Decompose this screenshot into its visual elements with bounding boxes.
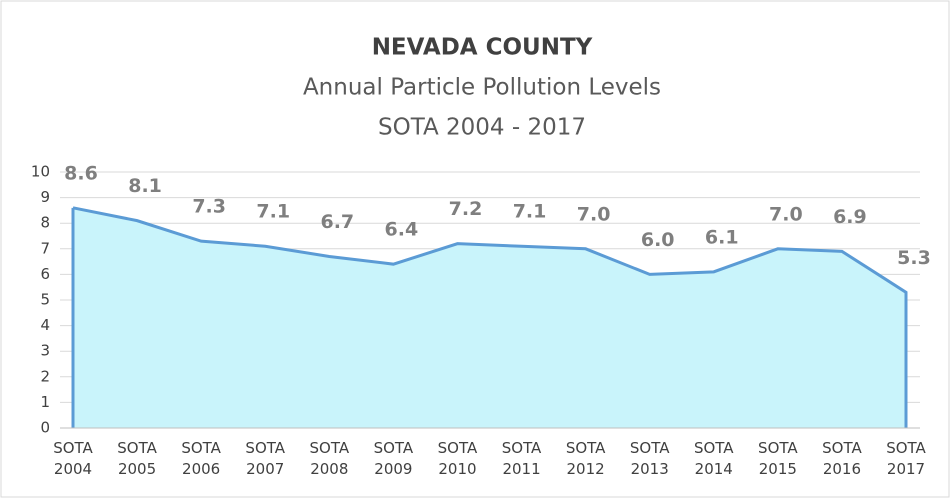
- data-label: 6.7: [320, 211, 354, 233]
- data-label: 6.1: [705, 226, 739, 248]
- x-tick-label: SOTA 2008: [309, 439, 350, 478]
- data-label: 7.1: [256, 201, 290, 223]
- x-tick-label: SOTA 2017: [886, 439, 926, 478]
- y-tick-label: 10: [31, 163, 50, 181]
- x-tick-label: SOTA 2010: [437, 439, 478, 478]
- data-label: 7.2: [449, 198, 483, 220]
- area-line: [72, 206, 908, 428]
- data-label: 7.0: [577, 203, 611, 225]
- x-tick-label: SOTA 2006: [181, 439, 221, 478]
- x-tick-label: SOTA 2007: [245, 439, 286, 478]
- x-tick-label: SOTA 2015: [758, 439, 798, 478]
- chart-subtitle: SOTA 2004 - 2017: [378, 115, 586, 141]
- y-tick-label: 6: [40, 265, 50, 283]
- chart-subtitle: Annual Particle Pollution Levels: [303, 75, 661, 101]
- y-tick-label: 5: [40, 291, 50, 309]
- y-tick-label: 7: [40, 239, 50, 257]
- data-label: 5.3: [897, 247, 931, 269]
- data-label: 8.6: [64, 163, 98, 185]
- y-tick-label: 3: [40, 342, 50, 360]
- y-tick-label: 2: [40, 367, 50, 385]
- chart-title: NEVADA COUNTY: [372, 35, 593, 61]
- x-tick-label: SOTA 2011: [501, 439, 542, 478]
- data-label: 6.4: [385, 219, 419, 241]
- area-fill: [73, 207, 906, 428]
- y-tick-label: 4: [40, 316, 50, 334]
- x-tick-label: SOTA 2005: [117, 439, 157, 478]
- data-label: 7.3: [192, 196, 226, 218]
- y-tick-label: 1: [40, 393, 50, 411]
- x-tick-label: SOTA 2016: [822, 439, 862, 478]
- data-label: 7.1: [513, 201, 547, 223]
- x-tick-label: SOTA 2009: [373, 439, 414, 478]
- data-label: 6.0: [641, 229, 675, 251]
- x-tick-label: SOTA 2014: [693, 439, 734, 478]
- y-tick-label: 9: [40, 188, 50, 206]
- y-tick-label: 8: [40, 214, 50, 232]
- data-label: 7.0: [769, 203, 803, 225]
- data-label: 6.9: [833, 206, 867, 228]
- data-label: 8.1: [128, 175, 162, 197]
- y-tick-label: 0: [40, 419, 50, 437]
- x-tick-label: SOTA 2012: [565, 439, 606, 478]
- x-tick-label: SOTA 2004: [53, 439, 93, 478]
- x-tick-label: SOTA 2013: [629, 439, 670, 478]
